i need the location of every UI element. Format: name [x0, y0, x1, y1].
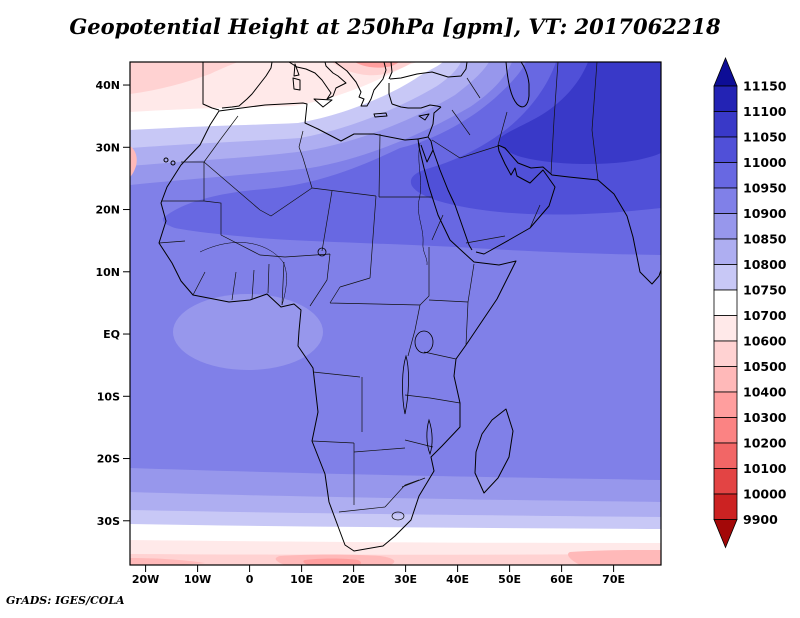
x-tick-label: 10E	[290, 573, 313, 586]
y-axis-labels: 40N 30N 20N 10N EQ 10S 20S 30S	[95, 79, 130, 528]
colorbar-label: 10200	[743, 436, 787, 451]
africa-coastline	[158, 102, 517, 552]
y-tick-label: 40N	[95, 79, 120, 92]
colorbar-label: 10400	[743, 385, 787, 400]
lake-victoria	[414, 330, 434, 354]
shaded-field	[130, 62, 661, 565]
colorbar-label: 10600	[743, 334, 787, 349]
colorbar-label: 10950	[743, 181, 787, 196]
niger-river	[199, 242, 287, 306]
plot-frame	[129, 61, 662, 566]
colorbar-label: 11050	[743, 130, 787, 145]
coastlines	[158, 62, 661, 552]
y-tick-label: 30N	[95, 141, 120, 154]
crete-coastline	[373, 112, 388, 118]
plot-title: Geopotential Height at 250hPa [gpm], VT:…	[69, 14, 721, 39]
italy-coastline	[288, 62, 347, 100]
madagascar-coastline	[474, 408, 514, 494]
colorbar-label: 11100	[743, 104, 787, 119]
x-tick-label: 0	[246, 573, 254, 586]
lake-malawi	[426, 418, 433, 456]
colorbar-top-triangle	[713, 56, 738, 87]
colorbar-segment	[713, 162, 738, 189]
colorbar-label: 11150	[743, 79, 787, 94]
cyprus-coastline	[418, 113, 430, 121]
lake-tanganyika	[402, 354, 409, 415]
levant-coastline	[417, 106, 442, 140]
colorbar-segment	[713, 468, 738, 495]
colorbar-bottom-triangle	[713, 519, 738, 549]
x-tick-label: 30E	[394, 573, 417, 586]
colorbar-label: 10750	[743, 283, 787, 298]
colorbar-segment	[713, 366, 738, 393]
colorbar-segment	[713, 442, 738, 469]
grads-credit: GrADS: IGES/COLA	[6, 594, 125, 607]
colorbar-label: 10900	[743, 206, 787, 221]
colorbar-segment	[713, 85, 738, 112]
turkey-coastline	[388, 62, 468, 109]
x-tick-label: 70E	[602, 573, 625, 586]
colorbar-segment	[713, 111, 738, 138]
canary-island	[163, 157, 169, 163]
x-tick-label: 10W	[184, 573, 211, 586]
colorbar-segment	[713, 493, 738, 520]
nile-river	[418, 142, 428, 266]
colorbar-label: 10300	[743, 410, 787, 425]
colorbar-segment	[713, 213, 738, 240]
colorbar-segment	[713, 187, 738, 214]
country-borders	[158, 62, 599, 521]
y-tick-label: EQ	[103, 328, 120, 341]
colorbar-label: 10100	[743, 461, 787, 476]
colorbar-label: 11000	[743, 155, 787, 170]
sicily-coastline	[313, 98, 333, 108]
x-tick-label: 50E	[498, 573, 521, 586]
lakes	[317, 247, 434, 456]
sardinia-coastline	[292, 77, 301, 91]
colorbar-label: 10500	[743, 359, 787, 374]
caspian-coastline	[505, 62, 530, 108]
lesotho-border	[391, 511, 405, 521]
y-tick-label: 20N	[95, 204, 120, 217]
colorbar-label: 10700	[743, 308, 787, 323]
x-tick-label: 20W	[132, 573, 159, 586]
colorbar-segment	[713, 340, 738, 367]
y-tick-label: 20S	[97, 453, 120, 466]
rivers	[199, 142, 428, 306]
colorbar: 11150 11100 11050 11000 10950 10900 10850 10800…	[713, 56, 787, 549]
iberia-coastline	[202, 62, 273, 111]
colorbar-segment	[713, 136, 738, 163]
greece-coastline	[334, 62, 387, 107]
corsica-coastline	[293, 63, 300, 77]
x-tick-label: 20E	[342, 573, 365, 586]
colorbar-label: 10000	[743, 487, 787, 502]
x-tick-label: 40E	[446, 573, 469, 586]
lake-chad	[317, 247, 327, 257]
colorbar-label: 10850	[743, 232, 787, 247]
colorbar-segment	[713, 289, 738, 316]
canary-island	[170, 160, 176, 166]
y-tick-label: 30S	[97, 515, 120, 528]
colorbar-label: 10800	[743, 257, 787, 272]
y-tick-label: 10N	[95, 266, 120, 279]
colorbar-label: 9900	[743, 512, 778, 527]
colorbar-segment	[713, 417, 738, 444]
colorbar-segment	[713, 391, 738, 418]
y-tick-label: 10S	[97, 390, 120, 403]
arabia-coastline	[432, 144, 556, 255]
colorbar-segment	[713, 315, 738, 342]
x-axis-labels: 20W 10W 0 10E 20E 30E 40E 50E 60E 70E	[132, 565, 625, 586]
colorbar-segment	[713, 264, 738, 291]
colorbar-segment	[713, 238, 738, 265]
x-tick-label: 60E	[550, 573, 573, 586]
